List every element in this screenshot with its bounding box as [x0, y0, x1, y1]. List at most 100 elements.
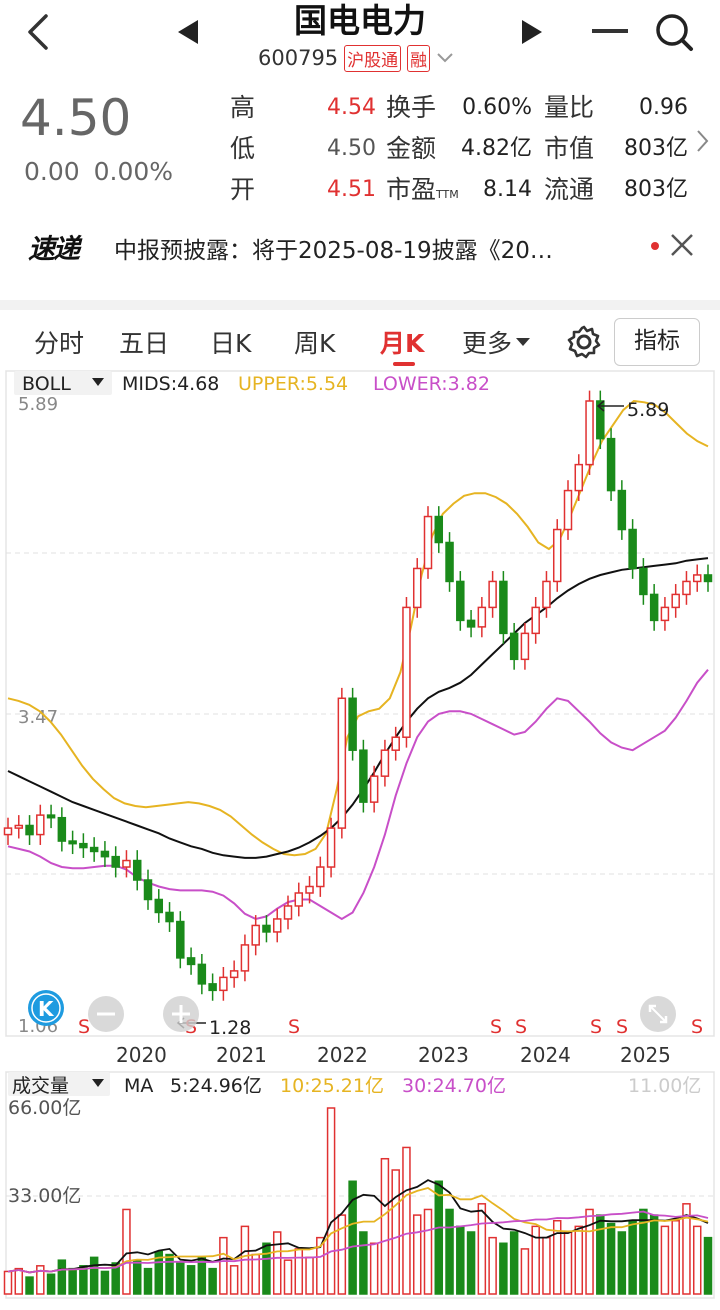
volume-bar: [531, 1225, 540, 1295]
candle-body: [176, 920, 185, 959]
y-axis-mid: 3.47: [18, 707, 58, 728]
volume-bar: [143, 1267, 153, 1295]
fullscreen-icon[interactable]: [640, 996, 676, 1032]
indicator-button[interactable]: 指标: [614, 318, 700, 366]
prev-stock-icon[interactable]: [176, 18, 202, 46]
zoom-in-button[interactable]: [163, 996, 199, 1032]
chevron-down-icon[interactable]: [436, 51, 454, 65]
candle-body: [240, 944, 250, 972]
tab-intraday[interactable]: 分时: [34, 329, 85, 358]
volume-bar: [79, 1265, 88, 1295]
x-axis-label: 2021: [216, 1043, 267, 1067]
candle-body: [456, 580, 465, 622]
boll-upper-path: [7, 399, 709, 857]
search-icon[interactable]: [654, 12, 694, 52]
open-value: 4.51: [327, 177, 376, 202]
float-cap-label: 流通: [544, 175, 595, 204]
candle-body: [660, 606, 670, 622]
kline-chart-area[interactable]: BOLL MIDS:4.68 UPPER:5.54 LOWER:3.82 5.8…: [0, 366, 720, 1306]
tab-five-day[interactable]: 五日: [119, 329, 170, 358]
volume-bar: [520, 1248, 530, 1295]
candle-body: [520, 632, 530, 661]
volume-bar: [671, 1219, 680, 1295]
volume-ma-5-line: [7, 1179, 709, 1274]
candle-body: [692, 574, 702, 583]
active-tab-underline: [393, 362, 415, 366]
pe-label-row: 市盈TTM: [386, 169, 459, 215]
back-icon[interactable]: [24, 12, 54, 52]
volume-bar: [639, 1208, 648, 1295]
candle-body: [671, 593, 680, 609]
volume-ma30: 30:24.70亿: [402, 1075, 506, 1097]
volume-bar: [262, 1242, 271, 1295]
volume-bar: [445, 1208, 454, 1295]
candle-body: [542, 580, 551, 609]
tab-monthly-k[interactable]: 月K: [380, 329, 425, 358]
amount-value: 4.82亿: [461, 136, 532, 161]
volume-indicator-name[interactable]: 成交量: [12, 1075, 69, 1097]
volume-bar: [14, 1267, 24, 1295]
current-price: 4.50: [20, 89, 132, 147]
volume-bar: [585, 1208, 594, 1295]
candle-body: [316, 866, 325, 888]
tab-weekly-k[interactable]: 周K: [294, 329, 336, 358]
candle-body: [283, 905, 293, 920]
pe-value: 8.14: [483, 177, 532, 202]
candle-body: [294, 892, 304, 907]
caret-down-icon: [92, 378, 104, 386]
volume-legend: 成交量 MA 5:24.96亿 10:25.21亿 30:24.70亿 11.0…: [8, 1072, 701, 1097]
stock-code: 600795: [258, 46, 339, 70]
volume-bar: [649, 1214, 659, 1295]
news-banner[interactable]: 速递 中报预披露：将于2025-08-19披露《20…: [0, 215, 720, 277]
boll-lower-line: [7, 669, 709, 921]
candle-body: [143, 879, 153, 901]
candle-body: [68, 840, 77, 845]
volume-bar: [509, 1231, 519, 1295]
margin-badge: 融: [407, 44, 431, 72]
boll-lower-path: [7, 669, 709, 921]
volume-bar: [176, 1262, 185, 1295]
candle-body: [369, 775, 379, 803]
unread-dot: [651, 242, 659, 250]
volume-bar: [305, 1256, 314, 1295]
s-marker: S: [490, 1016, 502, 1038]
close-icon[interactable]: [670, 233, 694, 257]
settings-gear-icon[interactable]: [566, 324, 602, 360]
volume-select-bg[interactable]: [8, 1072, 110, 1096]
news-logo: 速递: [28, 234, 80, 265]
k-button[interactable]: K: [28, 990, 64, 1026]
tab-daily-k[interactable]: 日K: [210, 329, 252, 358]
boll-indicator-name[interactable]: BOLL: [22, 373, 71, 395]
boll-upper: UPPER:5.54: [238, 373, 348, 395]
candle-body: [606, 437, 616, 492]
candle-body: [197, 963, 207, 985]
candle-body: [499, 580, 508, 635]
chevron-right-icon[interactable]: [696, 129, 710, 153]
volume-bar: [68, 1267, 77, 1295]
tab-more-label: 更多: [462, 329, 513, 358]
min-price-label: 1.28: [209, 1017, 251, 1039]
candle-body: [380, 749, 390, 777]
next-stock-icon[interactable]: [518, 18, 544, 46]
volume-bar: [499, 1242, 508, 1295]
volume-bar: [337, 1214, 347, 1295]
zoom-out-button[interactable]: [88, 996, 124, 1032]
news-text[interactable]: 中报预披露：将于2025-08-19披露《20…: [114, 238, 553, 264]
volume-bar: [197, 1256, 207, 1295]
indicator-select-bg[interactable]: [14, 371, 112, 395]
s-markers: S S S S S S S S: [78, 1016, 703, 1038]
candle-body: [154, 898, 164, 914]
minus-icon[interactable]: [592, 28, 628, 36]
kline-chart-svg[interactable]: BOLL MIDS:4.68 UPPER:5.54 LOWER:3.82 5.8…: [0, 366, 720, 1306]
volume-ma10: 10:25.21亿: [280, 1075, 384, 1097]
tab-more[interactable]: 更多: [462, 324, 531, 360]
candle-body: [466, 619, 476, 628]
turnover-label: 换手: [386, 93, 437, 122]
amount-label: 金额: [386, 134, 437, 163]
candle-body: [262, 924, 271, 933]
open-label: 开: [230, 175, 256, 204]
volume-bar: [552, 1219, 562, 1295]
candle-body: [348, 697, 357, 751]
volume-ma-lines: [7, 1179, 709, 1274]
volume-bar: [628, 1219, 637, 1295]
